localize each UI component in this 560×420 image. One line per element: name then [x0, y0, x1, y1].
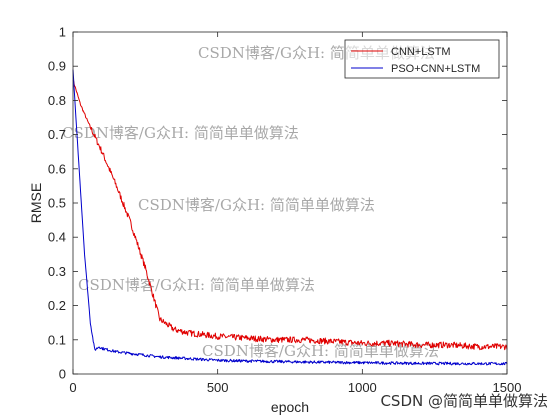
watermark-text-2: CSDN博客/G众H: 简简单单做算法: [62, 124, 299, 142]
x-tick-label-4: 1500: [493, 380, 522, 395]
y-tick-label-6: 0.5: [48, 196, 66, 211]
watermark-text-5: CSDN博客/G众H: 简简单单做算法: [202, 342, 439, 360]
y-tick-label-3: 0.2: [48, 298, 66, 313]
x-tick-label-2: 500: [207, 380, 229, 395]
legend-label-2: PSO+CNN+LSTM: [391, 63, 480, 75]
y-tick-label-9: 0.8: [48, 93, 66, 108]
x-tick-label-1: 0: [69, 380, 76, 395]
y-tick-label-11: 1: [59, 25, 66, 40]
y-tick-label-2: 0.1: [48, 332, 66, 347]
y-tick-label-10: 0.9: [48, 59, 66, 74]
watermark-text-3: CSDN博客/G众H: 简简单单做算法: [138, 196, 375, 214]
y-tick-label-5: 0.4: [48, 230, 66, 245]
y-tick-label-7: 0.6: [48, 161, 66, 176]
legend-label-1: CNN+LSTM: [391, 46, 451, 58]
y-tick-label-4: 0.3: [48, 264, 66, 279]
x-tick-label-3: 1000: [348, 380, 377, 395]
series-line-2: [72, 69, 508, 366]
y-tick-label-8: 0.7: [48, 127, 66, 142]
axes-layer: 0 500 1000 1500 0 0.1 0.2 0.3 0.4 0.5 0.6 0.7 0.8 0.9…: [28, 25, 521, 416]
credit-text: CSDN @简简单单做算法: [380, 392, 548, 410]
y-tick-label-1: 0: [59, 367, 66, 382]
series-line-1: [72, 80, 508, 351]
legend-box: [344, 39, 500, 79]
plot-layer: [72, 69, 508, 366]
legend: CNN+LSTM PSO+CNN+LSTM: [344, 39, 500, 79]
y-axis-label: RMSE: [28, 183, 44, 223]
x-axis-label: epoch: [271, 399, 309, 415]
watermark-text-4: CSDN博客/G众H: 简简单单做算法: [78, 276, 315, 294]
